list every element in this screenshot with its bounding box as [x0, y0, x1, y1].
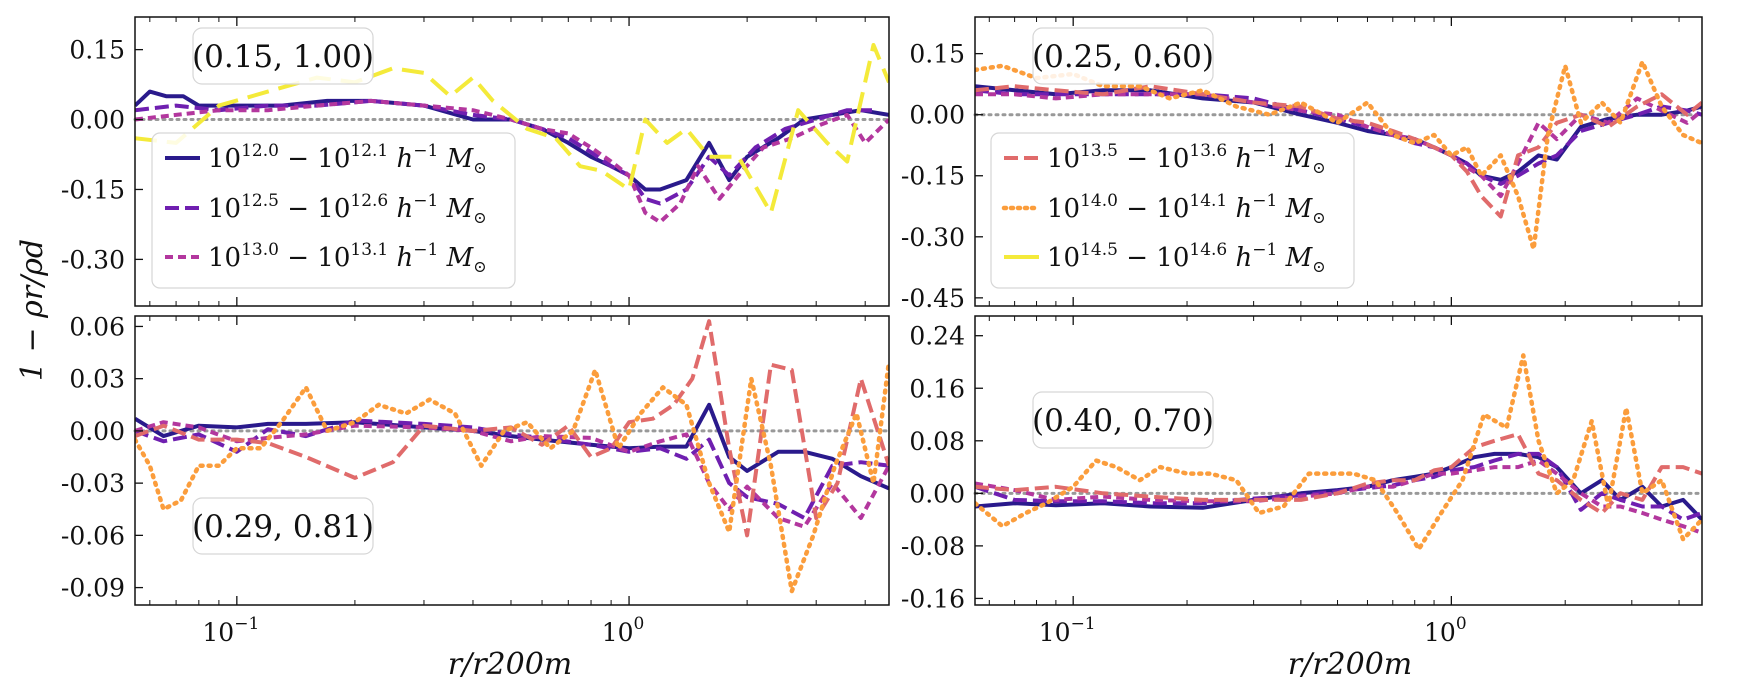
x-tick-label: 10−1	[1039, 614, 1096, 647]
panel-annotation: (0.40, 0.70)	[1032, 403, 1214, 439]
y-tick-label: -0.30	[901, 223, 965, 252]
y-tick-label: -0.03	[61, 469, 125, 498]
series-line-s13_0	[135, 98, 889, 225]
panel-top-right: 0.15 0.00 -0.15 -0.30 -0.45 (0.25, 0.60)	[901, 16, 1704, 313]
x-axis-label-right: r/r200m	[1288, 647, 1413, 682]
y-tick-label: -0.15	[61, 175, 125, 204]
series-line-s13_0	[975, 458, 1702, 535]
panel-annotation: (0.15, 1.00)	[192, 39, 374, 75]
series-line-s14_0	[975, 353, 1702, 552]
y-tick-label: 0.00	[69, 106, 125, 135]
y-tick-label: 0.08	[909, 427, 965, 456]
annotation-box	[192, 27, 374, 85]
legend-label-s14_0: 1014.0 − 1014.1 h−1 M⊙	[1047, 191, 1326, 227]
series-line-s14_0	[135, 359, 889, 594]
annotation-box	[192, 497, 374, 555]
axes-frame	[134, 16, 890, 307]
panel-bottom-left: 0.06 0.03 0.00 -0.03 -0.06 -0.09 10−1 100 (0.29,…	[61, 312, 891, 647]
y-tick-label: 0.03	[69, 365, 125, 394]
y-tick-label: -0.30	[61, 245, 125, 274]
series-line-s12_0	[975, 84, 1702, 182]
series-line-s12_0	[135, 402, 889, 491]
y-tick-label: 0.00	[909, 101, 965, 130]
legend-top-left: 1012.0 − 1012.1 h−1 M⊙ 1012.5 − 1012.6 h…	[151, 132, 516, 289]
y-tick-label: -0.15	[901, 162, 965, 191]
series-line-s14_0	[975, 59, 1702, 252]
x-tick-label: 100	[1424, 614, 1467, 647]
y-axis-label: 1 − ρr/ρd	[15, 239, 50, 381]
x-tick-label: 10−1	[202, 614, 259, 647]
legend-label-s13_0: 1013.0 − 1013.1 h−1 M⊙	[208, 240, 487, 276]
y-tick-label: -0.09	[61, 574, 125, 603]
y-tick-label: 0.00	[69, 417, 125, 446]
series-line-s13_5	[975, 432, 1702, 515]
y-tick-label: 0.15	[69, 36, 125, 65]
axes-frame	[134, 315, 890, 606]
x-axis-label-left: r/r200m	[448, 647, 573, 682]
legend-top-right: 1013.5 − 1013.6 h−1 M⊙ 1014.0 − 1014.1 h…	[990, 132, 1355, 289]
y-tick-label: 0.00	[909, 479, 965, 508]
series-line-s13_5	[975, 84, 1702, 219]
legend-label-s14_5: 1014.5 − 1014.6 h−1 M⊙	[1047, 240, 1326, 276]
series-line-s12_5	[135, 418, 889, 520]
y-tick-label: -0.08	[901, 532, 965, 561]
legend-label-s12_0: 1012.0 − 1012.1 h−1 M⊙	[208, 141, 487, 177]
y-tick-label: -0.45	[901, 284, 965, 313]
legend-label-s12_5: 1012.5 − 1012.6 h−1 M⊙	[208, 191, 487, 227]
y-tick-label: 0.06	[69, 312, 125, 341]
axes-frame	[974, 315, 1703, 606]
y-tick-label: 0.15	[909, 40, 965, 69]
y-tick-label: -0.16	[901, 584, 965, 613]
y-tick-label: -0.06	[61, 521, 125, 550]
series-line-s13_0	[135, 420, 889, 529]
annotation-box	[1032, 27, 1214, 85]
y-tick-label: 0.24	[909, 322, 965, 351]
legend-label-s13_5: 1013.5 − 1013.6 h−1 M⊙	[1047, 141, 1326, 177]
panel-annotation: (0.25, 0.60)	[1032, 39, 1214, 75]
panel-bottom-right: 0.24 0.16 0.08 0.00 -0.08 -0.16 10−1 100 (0.40, …	[901, 315, 1704, 647]
series-line-s13_5	[135, 319, 889, 538]
y-tick-label: 0.16	[909, 374, 965, 403]
x-tick-label: 100	[602, 614, 645, 647]
panel-annotation: (0.29, 0.81)	[192, 509, 374, 545]
panel-top-left: 0.15 0.00 -0.15 -0.30 (0.15, 1.00)	[61, 16, 891, 307]
annotation-box	[1032, 391, 1214, 449]
axes-frame	[974, 16, 1703, 307]
